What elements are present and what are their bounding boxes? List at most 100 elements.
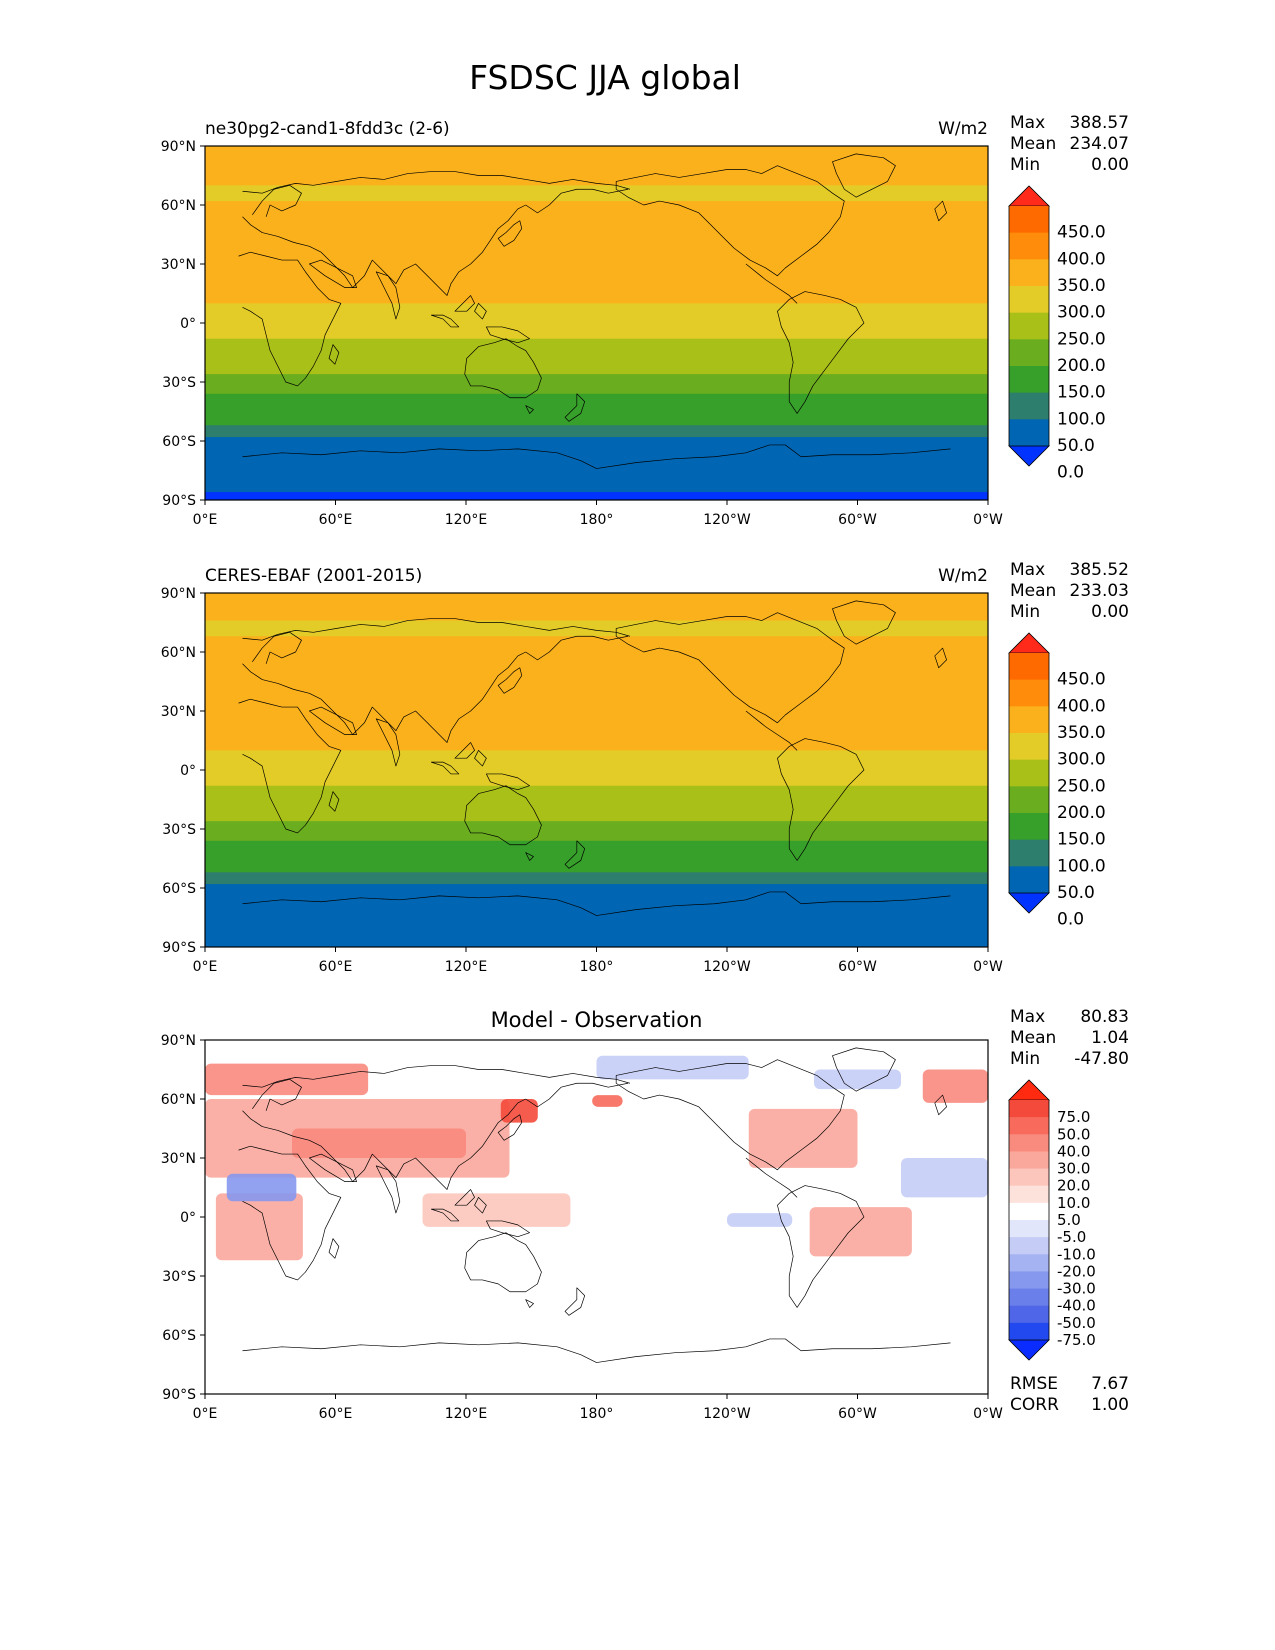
colorbar-extend-min (1008, 445, 1050, 467)
y-tick-label: 60°S (162, 1328, 196, 1344)
colorbar-segment (1009, 392, 1049, 420)
colorbar-segment (1009, 1254, 1049, 1272)
x-tick-label: 120°W (703, 512, 751, 528)
colorbar-label: 100.0 (1057, 409, 1106, 429)
zonal-band (205, 220, 988, 245)
stat-value-min: -47.80 (1074, 1049, 1129, 1069)
colorbar-segment (1009, 1237, 1049, 1255)
colorbar-segment (1009, 1305, 1049, 1324)
zonal-band (205, 146, 988, 163)
colorbar-segment (1009, 1117, 1049, 1135)
zonal-band (205, 872, 988, 885)
colorbar-label: 450.0 (1057, 223, 1106, 243)
y-tick-label: 90°S (162, 493, 196, 509)
x-tick-label: 60°W (838, 512, 877, 528)
colorbar-segment (1009, 733, 1049, 761)
stat-label-mean: Mean (1010, 581, 1056, 601)
x-tick-label: 180° (580, 1406, 614, 1422)
colorbar-segment (1009, 759, 1049, 787)
x-tick-label: 60°E (319, 512, 353, 528)
stat-label-rmse: RMSE (1010, 1374, 1058, 1394)
stat-label-min: Min (1010, 602, 1040, 622)
difference-patch-8 (922, 1069, 988, 1103)
y-tick-label: 30°S (162, 822, 196, 838)
colorbar-segment (1009, 1288, 1049, 1307)
difference-patch-3 (500, 1099, 538, 1123)
stat-label-min: Min (1010, 1049, 1040, 1069)
colorbar-frame (1008, 653, 1050, 893)
colorbar-segment (1009, 286, 1049, 314)
colorbar-label: 450.0 (1057, 670, 1106, 690)
colorbar-label: 300.0 (1057, 750, 1106, 770)
map-area (205, 593, 988, 947)
zonal-band (205, 409, 988, 426)
map-area (205, 1040, 988, 1394)
zonal-band (205, 354, 988, 375)
zonal-band (205, 821, 988, 842)
stat-value-max: 388.57 (1070, 113, 1129, 133)
colorbar-label: 50.0 (1057, 883, 1095, 903)
x-tick-label: 120°E (445, 959, 488, 975)
colorbar-label: 20.0 (1057, 1177, 1090, 1195)
stat-label-max: Max (1010, 1007, 1045, 1027)
colorbar-label: -20.0 (1057, 1262, 1096, 1280)
colorbar-label: -5.0 (1057, 1228, 1086, 1246)
colorbar-label: 400.0 (1057, 249, 1106, 269)
stat-value-min: 0.00 (1091, 155, 1129, 175)
difference-patch-6 (748, 1108, 858, 1168)
difference-patch-14 (814, 1069, 901, 1090)
colorbar-label: -75.0 (1057, 1331, 1096, 1349)
x-tick-label: 0°W (973, 1406, 1003, 1422)
colorbar-extend-max (1008, 185, 1050, 207)
difference-patch-11 (596, 1055, 749, 1080)
panel-difference: 0°E 60°E 120°E 180° 120°W 60°W 0°W 90°N 60°N 30°N… (161, 1007, 1129, 1422)
colorbar-label: 50.0 (1057, 1125, 1090, 1143)
zonal-band (205, 437, 988, 481)
colorbar-segment (1009, 866, 1049, 894)
stat-value-max: 80.83 (1080, 1007, 1129, 1027)
y-tick-label: 30°N (161, 704, 196, 720)
colorbar-segment (1009, 679, 1049, 707)
difference-patch-13 (727, 1213, 793, 1227)
colorbar-segment (1009, 312, 1049, 340)
panel-units: W/m2 (938, 566, 988, 586)
colorbar-extend-min (1008, 1339, 1050, 1361)
zonal-band (205, 303, 988, 324)
colorbar-segment (1009, 1100, 1049, 1118)
colorbar-extend-min (1008, 892, 1050, 914)
stat-value-min: 0.00 (1091, 602, 1129, 622)
x-tick-label: 60°W (838, 1406, 877, 1422)
panel-title: CERES-EBAF (2001-2015) (205, 566, 422, 586)
colorbar-segment (1009, 1151, 1049, 1170)
zonal-band (205, 663, 988, 692)
colorbar-label: 40.0 (1057, 1142, 1090, 1160)
x-tick-label: 60°E (319, 959, 353, 975)
panel-units: W/m2 (938, 119, 988, 139)
colorbar-label: 10.0 (1057, 1194, 1090, 1212)
y-tick-label: 60°N (161, 1092, 196, 1108)
zonal-band (205, 840, 988, 858)
y-tick-label: 90°N (161, 586, 196, 602)
difference-patch-12 (901, 1158, 988, 1198)
colorbar-segment (1009, 1185, 1049, 1204)
x-tick-label: 120°E (445, 512, 488, 528)
stat-label-min: Min (1010, 155, 1040, 175)
colorbar-segment (1009, 339, 1049, 367)
y-tick-label: 60°N (161, 198, 196, 214)
colorbar-label: 250.0 (1057, 329, 1106, 349)
zonal-band (205, 770, 988, 787)
zonal-band (205, 734, 988, 751)
stat-value-corr: 1.00 (1091, 1395, 1129, 1415)
difference-patch-9 (422, 1193, 571, 1227)
x-tick-label: 120°W (703, 959, 751, 975)
colorbar-label: 150.0 (1057, 383, 1106, 403)
x-tick-label: 60°W (838, 959, 877, 975)
colorbar-label: 5.0 (1057, 1211, 1081, 1229)
y-tick-label: 60°S (162, 434, 196, 450)
x-tick-label: 0°W (973, 512, 1003, 528)
zonal-band (205, 492, 988, 500)
colorbar-label: 0.0 (1057, 463, 1084, 483)
zonal-band (205, 480, 988, 493)
colorbar-segment (1009, 206, 1049, 234)
